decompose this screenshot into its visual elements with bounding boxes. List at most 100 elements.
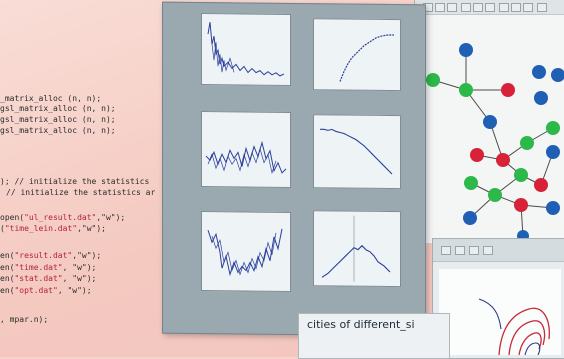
code-string: "time_lein.dat" xyxy=(4,224,78,233)
code-line: gsl_matrix_alloc (n, n); xyxy=(0,115,116,124)
contour-line xyxy=(498,307,550,356)
graph-node-green xyxy=(520,136,534,150)
code-text: ,"w"); xyxy=(77,224,106,233)
code-text: , "w"); xyxy=(62,274,97,283)
plot-panel[interactable] xyxy=(313,210,401,288)
graph-node-green xyxy=(459,83,473,97)
graph-node-green xyxy=(464,176,478,190)
plot-line xyxy=(211,42,235,73)
caption-text: cities of different_si xyxy=(307,318,415,331)
code-line: en("time.dat", "w"); xyxy=(0,263,96,272)
graph-node-blue xyxy=(532,65,546,79)
code-line: _matrix_alloc (n, n); xyxy=(0,94,102,103)
network-graph-window[interactable] xyxy=(414,0,564,243)
code-text: ( xyxy=(0,224,5,233)
graph-node-blue xyxy=(463,211,477,225)
code-text: ,"w"); xyxy=(72,251,102,260)
toolbar-button[interactable] xyxy=(485,3,495,12)
contour-line xyxy=(518,332,542,356)
code-line: en("opt.dat", "w"); xyxy=(0,286,92,295)
plot-panel[interactable] xyxy=(313,18,401,92)
code-line: ("time_lein.dat","w"); xyxy=(0,224,106,233)
toolbar-button[interactable] xyxy=(447,3,457,12)
code-line: gsl_matrix_alloc (n, n); xyxy=(0,104,116,113)
plot-line xyxy=(207,228,283,277)
code-text: , "w"); xyxy=(62,263,97,272)
code-text: en( xyxy=(0,263,15,272)
window-toolbar[interactable] xyxy=(433,239,564,262)
toolbar-button[interactable] xyxy=(499,3,509,12)
toolbar-button[interactable] xyxy=(511,3,521,12)
code-string: "time.dat" xyxy=(14,263,63,272)
graph-node-blue xyxy=(459,43,473,57)
plot-panel[interactable] xyxy=(201,211,291,292)
plot-svg xyxy=(320,128,393,175)
contour-plot xyxy=(439,269,561,356)
code-text: en( xyxy=(0,274,15,283)
plot-line xyxy=(207,22,285,77)
graph-node-blue xyxy=(546,201,560,215)
code-string: "stat.dat" xyxy=(14,274,63,283)
plot-svg xyxy=(207,22,285,77)
contour-plot-window[interactable] xyxy=(432,238,564,359)
toolbar-button[interactable] xyxy=(537,3,547,12)
caption-panel: cities of different_si xyxy=(298,313,450,359)
contour-lines xyxy=(478,298,550,356)
toolbar-button[interactable] xyxy=(455,246,465,255)
plot-svg xyxy=(205,140,287,175)
graph-node-blue xyxy=(546,145,560,159)
network-graph xyxy=(426,43,564,242)
plot-line xyxy=(320,128,393,175)
plot-line xyxy=(205,140,287,174)
code-line: en("stat.dat", "w"); xyxy=(0,274,96,283)
code-string: "result.dat" xyxy=(14,251,73,260)
toolbar-button[interactable] xyxy=(441,246,451,255)
code-string: "ul_result.dat" xyxy=(24,213,97,222)
code-text: , "w"); xyxy=(57,286,92,295)
toolbar-button[interactable] xyxy=(483,246,493,255)
code-line: en("result.dat","w"); xyxy=(0,251,101,260)
window-titlebar[interactable] xyxy=(415,0,564,15)
graph-node-green xyxy=(426,73,440,87)
toolbar-button[interactable] xyxy=(469,246,479,255)
graph-node-red xyxy=(496,153,510,167)
code-text: en( xyxy=(0,286,15,295)
plot-svg xyxy=(339,34,394,82)
toolbar-button[interactable] xyxy=(523,3,533,12)
plot-panel[interactable] xyxy=(201,13,291,86)
contour-line xyxy=(478,298,502,330)
plot-line xyxy=(211,232,277,276)
graph-node-green xyxy=(546,121,560,135)
code-line: , mpar.n); xyxy=(0,315,49,324)
plot-svg xyxy=(321,215,391,282)
toolbar-button[interactable] xyxy=(435,3,445,12)
toolbar-button[interactable] xyxy=(473,3,483,12)
graph-node-blue xyxy=(483,115,497,129)
code-line: open("ul_result.dat","w"); xyxy=(0,213,125,222)
code-text: open( xyxy=(0,213,25,222)
plot-panel[interactable] xyxy=(201,111,291,188)
graph-node-green xyxy=(488,188,502,202)
graph-node-blue xyxy=(551,68,564,82)
contour-line xyxy=(508,320,546,356)
toolbar-button[interactable] xyxy=(461,3,471,12)
graph-node-red xyxy=(534,178,548,192)
plot-panel[interactable] xyxy=(313,114,401,190)
plot-line xyxy=(321,244,391,278)
plots-window[interactable] xyxy=(162,1,426,337)
code-line: ); // initialize the statistics xyxy=(0,177,150,186)
contour-line xyxy=(524,342,541,356)
plot-svg xyxy=(207,228,283,277)
graph-edges xyxy=(432,50,554,237)
code-string: "opt.dat" xyxy=(14,286,58,295)
code-text: ,"w"); xyxy=(96,213,126,222)
code-line: // initialize the statistics ar xyxy=(6,188,156,197)
plot-line xyxy=(339,34,394,82)
graph-node-red xyxy=(501,83,515,97)
graph-node-green xyxy=(514,168,528,182)
graph-node-blue xyxy=(534,91,548,105)
code-text: en( xyxy=(0,251,15,260)
graph-node-red xyxy=(514,198,528,212)
plot-line xyxy=(207,147,277,175)
code-line: gsl_matrix_alloc (n, n); xyxy=(0,126,116,135)
